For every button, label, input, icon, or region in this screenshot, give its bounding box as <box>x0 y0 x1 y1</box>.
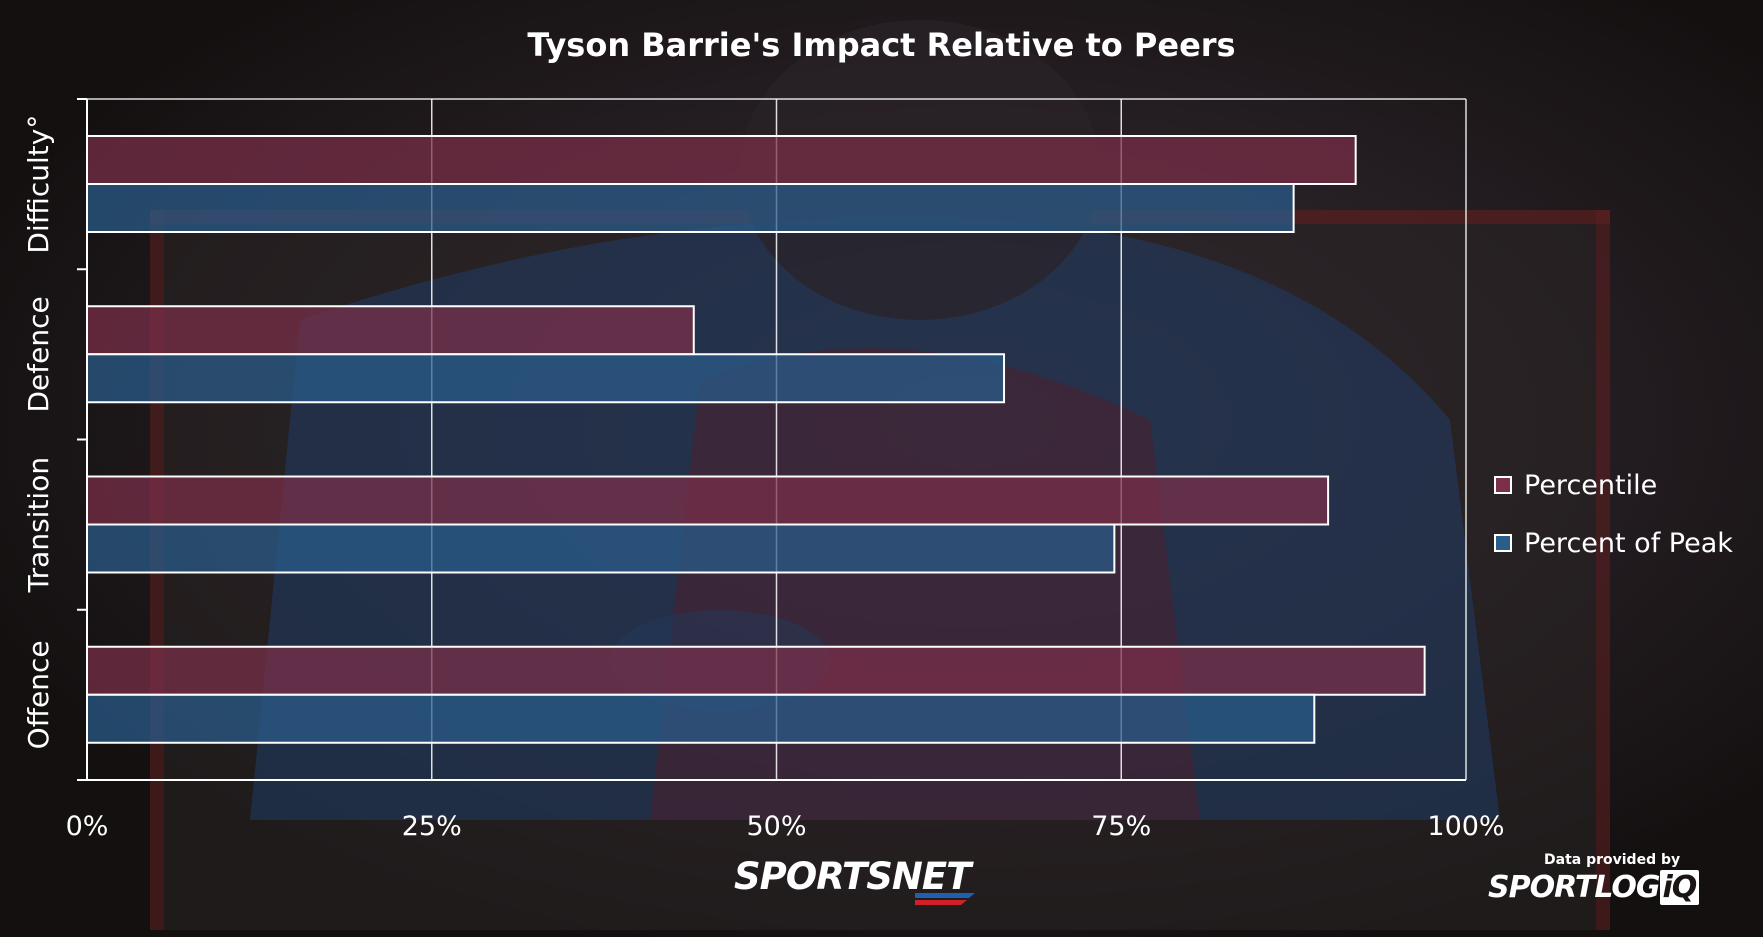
legend-item-peak: Percent of Peak <box>1494 514 1733 572</box>
axes <box>77 98 1466 781</box>
bar-defence-percent-of-peak <box>86 353 1006 404</box>
data-provider: Data provided by SPORTLOG iQ <box>1488 852 1700 905</box>
chart-title: Tyson Barrie's Impact Relative to Peers <box>527 26 1236 64</box>
provider-label: Data provided by <box>1544 852 1681 868</box>
x-tick-label-1: 25% <box>402 811 462 842</box>
bar-defence-percentile <box>86 305 695 356</box>
bar-transition-percent-of-peak <box>86 523 1116 574</box>
x-tick-label-3: 75% <box>1091 811 1151 842</box>
sportlogiq-logo: SPORTLOG iQ <box>1488 870 1700 905</box>
bar-transition-percentile <box>86 475 1330 526</box>
y-category-label-3: Offence <box>22 640 55 749</box>
bar-difficulty-percentile <box>86 135 1357 185</box>
bars <box>86 135 1426 744</box>
bar-offence-percent-of-peak <box>86 693 1316 744</box>
legend-swatch-percentile <box>1494 476 1512 494</box>
y-category-labels: Difficulty° Defence Transition Offence <box>22 115 55 750</box>
y-category-label-1: Defence <box>22 296 55 412</box>
x-tick-label-0: 0% <box>66 811 109 842</box>
bar-difficulty-percent-of-peak <box>86 183 1295 233</box>
bar-offence-percentile <box>86 645 1426 696</box>
sportlogiq-logo-suffix: iQ <box>1659 870 1700 905</box>
y-category-label-2: Transition <box>22 457 55 593</box>
sportsnet-logo: SPORTSNET <box>734 855 971 898</box>
x-tick-label-2: 50% <box>746 811 806 842</box>
x-tick-labels: 0% 25% 50% 75% 100% <box>66 811 1505 842</box>
legend-label-peak: Percent of Peak <box>1524 527 1733 559</box>
legend-item-percentile: Percentile <box>1494 456 1733 514</box>
sportlogiq-logo-text: SPORTLOG <box>1488 870 1660 905</box>
x-tick-label-4: 100% <box>1427 811 1504 842</box>
legend-swatch-peak <box>1494 534 1512 552</box>
legend: Percentile Percent of Peak <box>1494 456 1733 572</box>
legend-label-percentile: Percentile <box>1524 469 1658 501</box>
sportsnet-stripe-icon <box>915 893 975 905</box>
y-category-label-0: Difficulty° <box>22 115 55 254</box>
